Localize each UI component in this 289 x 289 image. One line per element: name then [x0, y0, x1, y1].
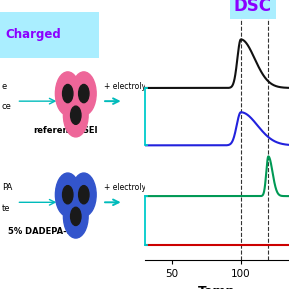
Text: reference-SEI: reference-SEI [33, 125, 97, 135]
Circle shape [55, 173, 80, 216]
Circle shape [62, 84, 73, 103]
Circle shape [63, 195, 88, 238]
Circle shape [62, 186, 73, 204]
Text: + electrolyte: + electrolyte [104, 183, 153, 192]
Text: PA: PA [2, 183, 12, 192]
Text: te: te [2, 203, 10, 213]
Circle shape [79, 84, 89, 103]
Circle shape [79, 186, 89, 204]
Text: ce: ce [2, 102, 12, 112]
Circle shape [71, 207, 81, 225]
Text: + electrolyte: + electrolyte [104, 82, 153, 91]
Circle shape [55, 72, 80, 115]
X-axis label: Temp: Temp [198, 285, 236, 289]
Text: DSC: DSC [234, 0, 272, 15]
Circle shape [63, 94, 88, 137]
FancyBboxPatch shape [0, 12, 99, 58]
Text: e: e [2, 82, 7, 91]
Circle shape [71, 106, 81, 124]
Text: Charged: Charged [5, 28, 61, 41]
Circle shape [71, 173, 96, 216]
Text: 5% DADEPA-SEI: 5% DADEPA-SEI [8, 227, 81, 236]
Circle shape [71, 72, 96, 115]
